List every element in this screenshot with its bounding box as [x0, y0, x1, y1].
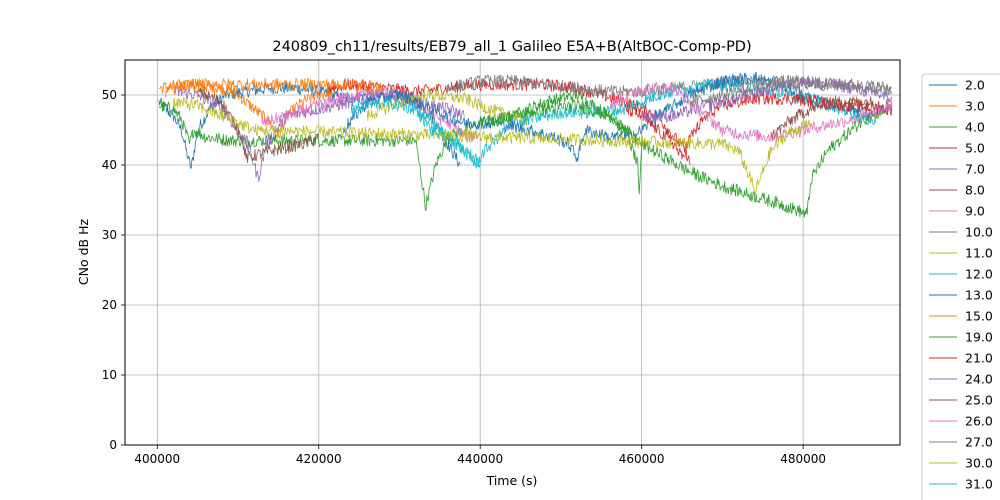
legend-label: 8.0 [965, 183, 985, 198]
legend-label: 3.0 [965, 99, 985, 114]
legend-label: 11.0 [965, 246, 993, 261]
series-line-8-0 [197, 87, 320, 164]
x-axis-ticks: 400000 420000 440000 460000 480000 [134, 445, 826, 466]
x-tick-label: 440000 [457, 452, 503, 466]
legend-label: 13.0 [965, 288, 993, 303]
y-tick-label: 50 [102, 88, 117, 102]
series-line-24-0 [641, 75, 893, 123]
legend-label: 5.0 [965, 141, 985, 156]
series-line-21-0 [625, 91, 893, 160]
series-line-26-0 [609, 82, 893, 142]
legend-label: 2.0 [965, 78, 985, 93]
y-tick-label: 30 [102, 228, 117, 242]
x-tick-label: 480000 [780, 452, 826, 466]
y-tick-label: 10 [102, 368, 117, 382]
series-line-27-0 [689, 77, 893, 107]
legend-label: 30.0 [965, 456, 993, 471]
x-tick-label: 400000 [134, 452, 180, 466]
legend-label: 19.0 [965, 330, 993, 345]
series-line-3-0 [158, 78, 336, 139]
legend-box [921, 73, 1000, 500]
series-lines [158, 72, 893, 218]
x-tick-label: 460000 [619, 452, 665, 466]
legend-label: 31.0 [965, 477, 993, 492]
y-tick-label: 40 [102, 158, 117, 172]
legend-label: 27.0 [965, 435, 993, 450]
series-line-30-0 [173, 96, 812, 196]
plot-frame [124, 59, 901, 446]
series-line-19-0 [479, 99, 892, 218]
legend-label: 9.0 [965, 204, 985, 219]
y-tick-label: 0 [109, 438, 117, 452]
legend-label: 21.0 [965, 351, 993, 366]
legend: 2.0 3.0 4.0 5.0 7.0 8.0 9.0 10.0 11.0 12.0 13.0 15.… [921, 73, 1000, 500]
series-line-31-0 [350, 95, 481, 168]
legend-label: 4.0 [965, 120, 985, 135]
legend-label: 12.0 [965, 267, 993, 282]
legend-label: 10.0 [965, 225, 993, 240]
y-axis-ticks: 0 10 20 30 40 50 [102, 88, 125, 452]
legend-label: 24.0 [965, 372, 993, 387]
x-tick-label: 420000 [296, 452, 342, 466]
legend-label: 15.0 [965, 309, 993, 324]
series-line-4-0 [158, 90, 643, 211]
series-line-15-0 [165, 77, 384, 98]
y-axis-label: CNo dB Hz [76, 218, 91, 285]
x-axis-label: Time (s) [486, 473, 538, 488]
chart-title: 240809_ch11/results/EB79_all_1 Galileo E… [272, 39, 751, 55]
legend-label: 25.0 [965, 393, 993, 408]
series-line-25-0 [770, 95, 893, 142]
y-tick-label: 20 [102, 298, 117, 312]
legend-label: 26.0 [965, 414, 993, 429]
legend-label: 7.0 [965, 162, 985, 177]
